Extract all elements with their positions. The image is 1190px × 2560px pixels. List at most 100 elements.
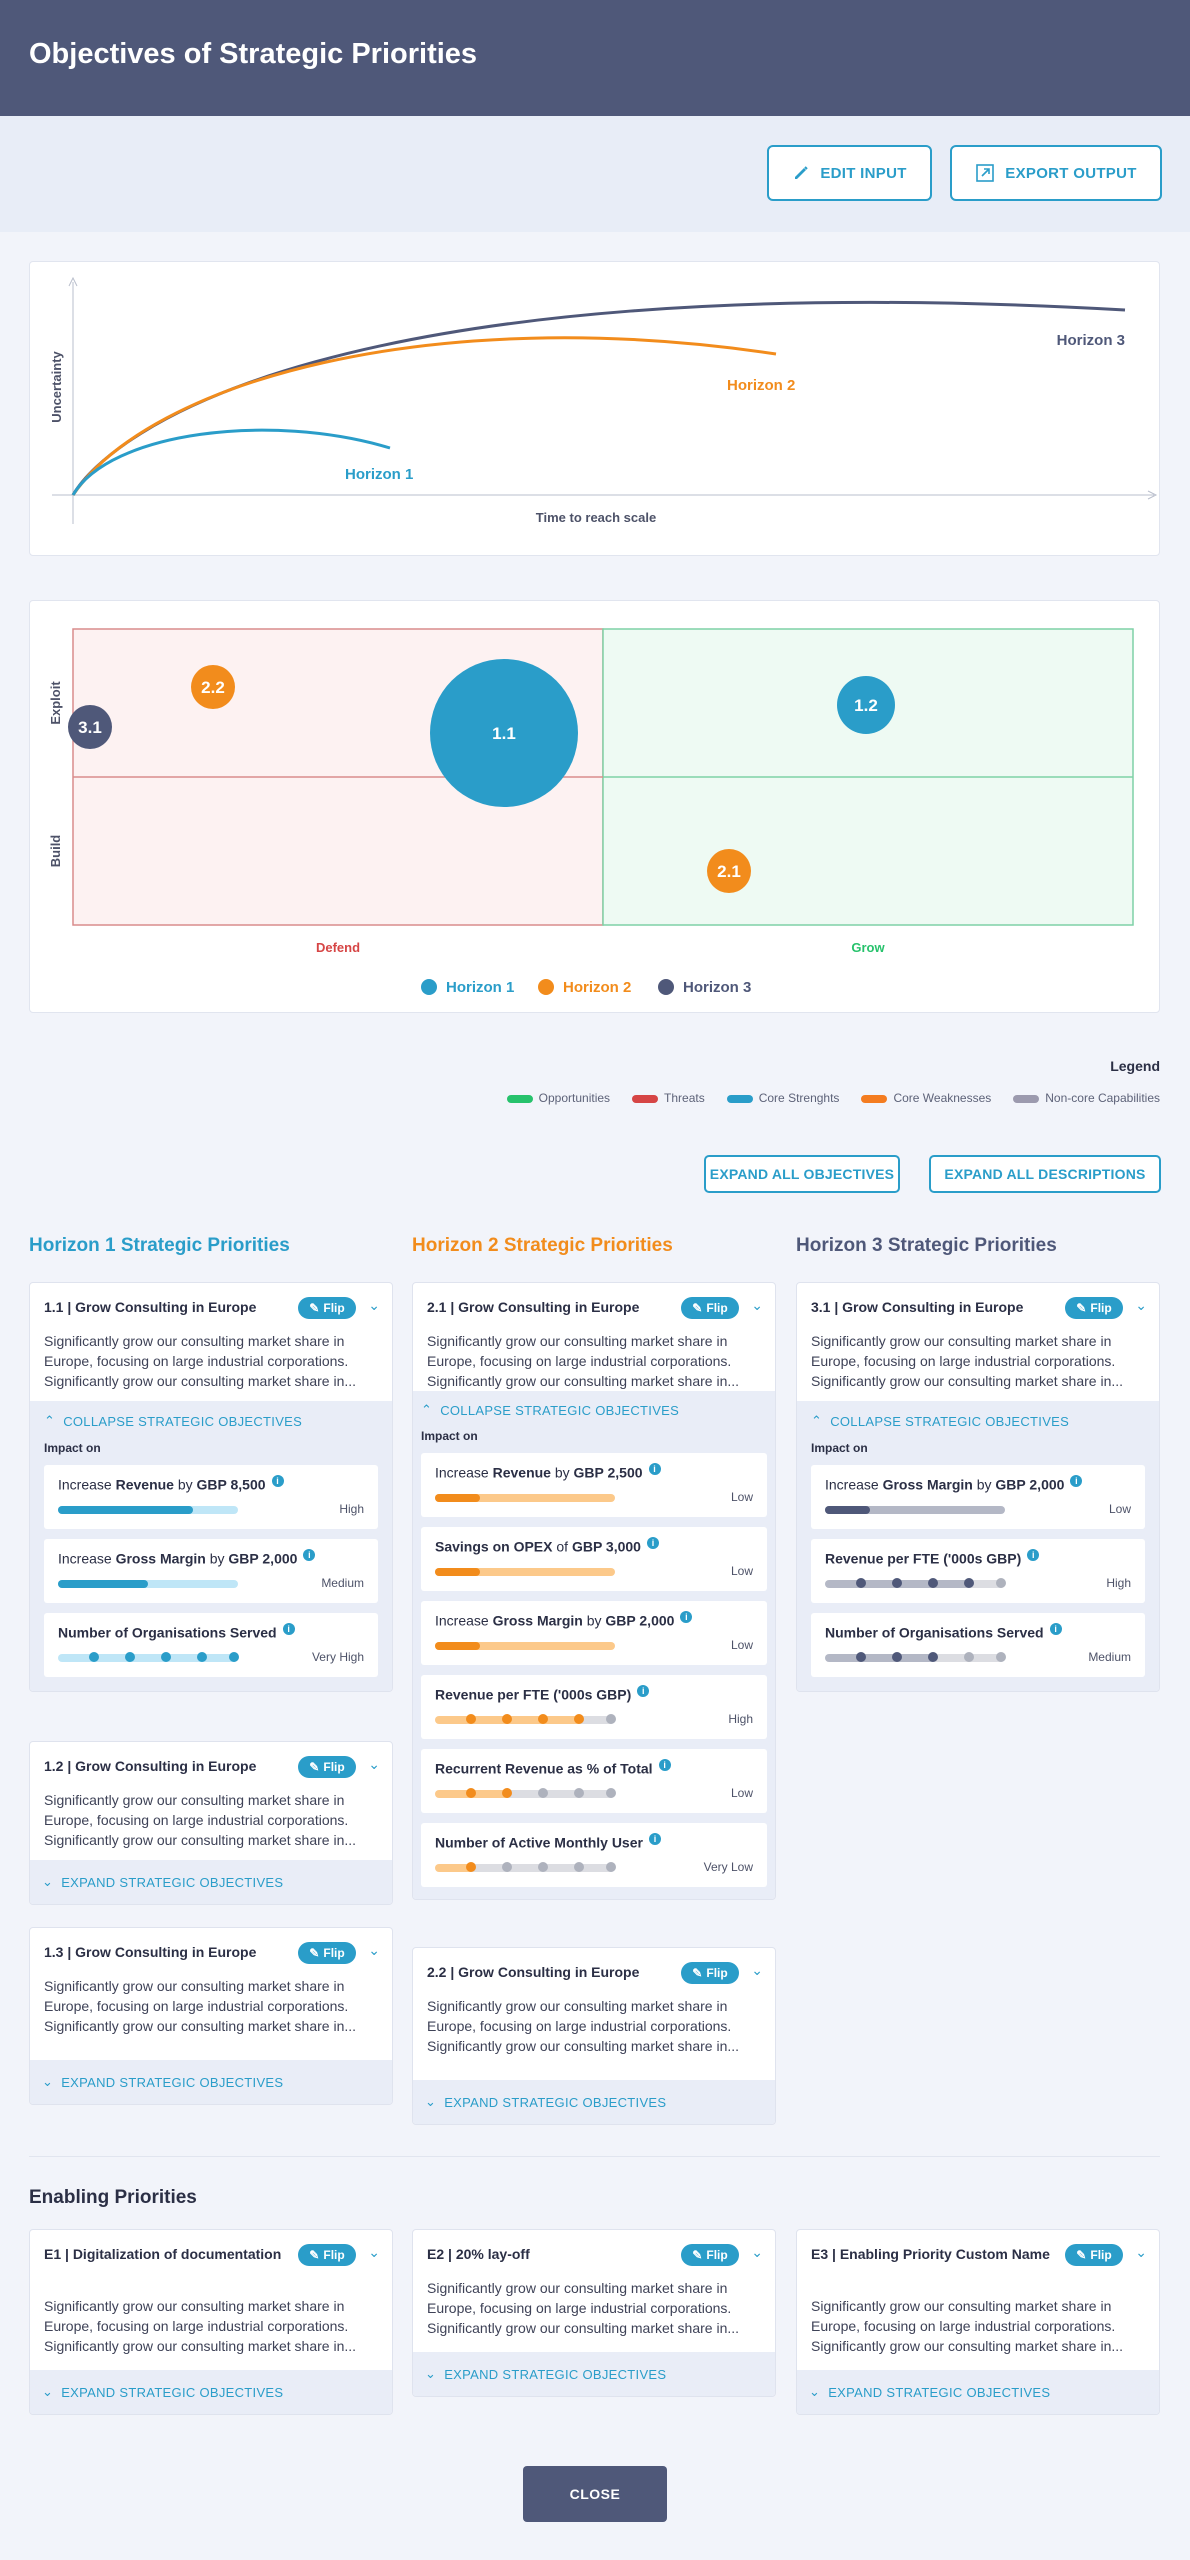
toolbar: EDIT INPUT EXPORT OUTPUT	[0, 116, 1190, 232]
legend-swatch	[506, 1094, 533, 1103]
info-icon[interactable]: i	[680, 1611, 693, 1623]
chevron-down-icon[interactable]: ⌄	[751, 1962, 763, 1978]
expand-objectives-toggle[interactable]: ⌄ EXPAND STRATEGIC OBJECTIVES	[413, 2080, 775, 2124]
enabling-card-e3: E3 | Enabling Priority Custom Name ✎ Flip…	[796, 2229, 1160, 2415]
legend-item-opportunities: Opportunities	[506, 1091, 610, 1105]
metric-bar	[58, 1506, 238, 1514]
card-description: Significantly grow our consulting market…	[427, 1998, 740, 2054]
section-divider	[29, 2156, 1160, 2157]
flip-label: Flip	[1090, 1301, 1112, 1315]
bubble-1-1-label: 1.1	[492, 724, 516, 743]
flip-button[interactable]: ✎ Flip	[681, 1297, 739, 1319]
edit-input-label: EDIT INPUT	[820, 164, 907, 182]
flip-button[interactable]: ✎ Flip	[1065, 1297, 1123, 1319]
expand-objectives-toggle[interactable]: ⌄ EXPAND STRATEGIC OBJECTIVES	[30, 2060, 392, 2104]
expand-objectives-toggle[interactable]: ⌄ EXPAND STRATEGIC OBJECTIVES	[413, 2352, 775, 2396]
expand-objectives-toggle[interactable]: ⌄ EXPAND STRATEGIC OBJECTIVES	[797, 2370, 1159, 2414]
horizon-2-label: Horizon 2	[727, 377, 795, 394]
legend-item-core-strengths: Core Strenghts	[726, 1091, 839, 1105]
info-icon[interactable]: i	[303, 1549, 316, 1561]
info-icon[interactable]: i	[637, 1685, 650, 1697]
chevron-down-icon: ⌄	[42, 1874, 54, 1889]
info-icon[interactable]: i	[648, 1833, 661, 1845]
info-icon[interactable]: i	[658, 1759, 671, 1771]
bubble-3-1[interactable]	[68, 705, 112, 749]
metric-dots	[435, 1714, 617, 1724]
card-description: Significantly grow our consulting market…	[427, 1333, 740, 1389]
horizon-2-column-title: Horizon 2 Strategic Priorities	[412, 1235, 673, 1256]
chevron-down-icon[interactable]: ⌄	[1135, 1297, 1147, 1313]
legend-swatch	[632, 1094, 659, 1103]
chevron-down-icon[interactable]: ⌄	[368, 1942, 380, 1958]
horizon-1-label: Horizon 1	[345, 466, 413, 483]
bubble-1-2[interactable]	[837, 676, 895, 734]
impact-section: ⌃ COLLAPSE STRATEGIC OBJECTIVES Impact on…	[413, 1391, 775, 1899]
chevron-down-icon: ⌄	[425, 2366, 437, 2381]
legend-horizon-3-label: Horizon 3	[683, 979, 751, 996]
info-icon[interactable]: i	[648, 1463, 661, 1475]
info-icon[interactable]: i	[1049, 1623, 1062, 1635]
metric-card: Recurrent Revenue as % of Total i Low	[421, 1749, 767, 1813]
flip-button[interactable]: ✎ Flip	[681, 1962, 739, 1984]
edit-input-button[interactable]: EDIT INPUT	[767, 145, 932, 201]
flip-button[interactable]: ✎ Flip	[298, 1756, 356, 1778]
priority-matrix-chart: 1.1 1.2 2.2 2.1 3.1 Exploit Build Defend…	[29, 600, 1160, 1013]
flip-icon: ✎	[692, 1301, 703, 1315]
chevron-down-icon[interactable]: ⌄	[751, 2244, 763, 2260]
collapse-objectives-toggle[interactable]: ⌃ COLLAPSE STRATEGIC OBJECTIVES	[811, 1401, 1145, 1441]
priority-card-2-1: 2.1 | Grow Consulting in Europe ✎ Flip ⌄ …	[412, 1282, 776, 1900]
legend-label: Threats	[664, 1091, 705, 1105]
expand-all-objectives-button[interactable]: EXPAND ALL OBJECTIVES	[704, 1155, 900, 1193]
expand-all-descriptions-button[interactable]: EXPAND ALL DESCRIPTIONS	[929, 1155, 1161, 1193]
chevron-down-icon[interactable]: ⌄	[751, 1297, 763, 1313]
legend-item-non-core: Non-core Capabilities	[1013, 1091, 1160, 1105]
info-icon[interactable]: i	[1070, 1475, 1083, 1487]
exploit-label: Exploit	[48, 681, 63, 725]
flip-button[interactable]: ✎ Flip	[298, 2244, 356, 2266]
flip-label: Flip	[323, 1946, 345, 1960]
expand-objectives-toggle[interactable]: ⌄ EXPAND STRATEGIC OBJECTIVES	[30, 2370, 392, 2414]
flip-button[interactable]: ✎ Flip	[681, 2244, 739, 2266]
flip-icon: ✎	[692, 1966, 703, 1980]
chevron-down-icon[interactable]: ⌄	[368, 2244, 380, 2260]
horizon-3-column-title: Horizon 3 Strategic Priorities	[796, 1235, 1057, 1256]
metric-card: Increase Gross Margin by GBP 2,000 i Low	[811, 1465, 1145, 1529]
legend-horizon-2-dot	[538, 979, 554, 995]
flip-icon: ✎	[1076, 2248, 1087, 2262]
flip-button[interactable]: ✎ Flip	[298, 1942, 356, 1964]
info-icon[interactable]: i	[271, 1475, 284, 1487]
info-icon[interactable]: i	[1027, 1549, 1040, 1561]
export-output-button[interactable]: EXPORT OUTPUT	[950, 145, 1162, 201]
metric-level: Low	[1108, 1502, 1131, 1516]
enabling-card-e2: E2 | 20% lay-off ✎ Flip ⌄ Significantly g…	[412, 2229, 776, 2397]
bubble-2-2[interactable]	[191, 665, 235, 709]
info-icon[interactable]: i	[646, 1537, 659, 1549]
horizon-2-curve	[71, 336, 777, 496]
info-icon[interactable]: i	[282, 1623, 295, 1635]
chevron-down-icon[interactable]: ⌄	[368, 1756, 380, 1772]
collapse-objectives-toggle[interactable]: ⌃ COLLAPSE STRATEGIC OBJECTIVES	[44, 1401, 378, 1441]
metric-card: Number of Active Monthly User i Very Low	[421, 1823, 767, 1887]
bubble-1-1[interactable]	[430, 659, 578, 807]
metric-dots	[825, 1652, 1007, 1662]
metric-bar	[435, 1494, 615, 1502]
metric-level: Medium	[321, 1576, 364, 1590]
flip-button[interactable]: ✎ Flip	[298, 1297, 356, 1319]
close-button[interactable]: CLOSE	[523, 2466, 667, 2522]
bubble-1-2-label: 1.2	[854, 696, 878, 715]
bubble-2-1[interactable]	[707, 849, 751, 893]
chevron-down-icon[interactable]: ⌄	[368, 1297, 380, 1313]
horizon-1-column-title: Horizon 1 Strategic Priorities	[29, 1235, 290, 1256]
metric-bar	[58, 1580, 238, 1588]
chevron-down-icon: ⌄	[425, 2094, 437, 2109]
collapse-label: COLLAPSE STRATEGIC OBJECTIVES	[830, 1413, 1070, 1429]
horizon-3-label: Horizon 3	[1057, 332, 1125, 349]
grow-label: Grow	[851, 940, 885, 955]
metric-level: Low	[730, 1564, 753, 1578]
expand-label: EXPAND STRATEGIC OBJECTIVES	[444, 2094, 667, 2110]
expand-objectives-toggle[interactable]: ⌄ EXPAND STRATEGIC OBJECTIVES	[30, 1860, 392, 1904]
collapse-objectives-toggle[interactable]: ⌃ COLLAPSE STRATEGIC OBJECTIVES	[421, 1391, 767, 1429]
flip-icon: ✎	[1076, 1301, 1087, 1315]
chevron-down-icon[interactable]: ⌄	[1135, 2244, 1147, 2260]
flip-button[interactable]: ✎ Flip	[1065, 2244, 1123, 2266]
